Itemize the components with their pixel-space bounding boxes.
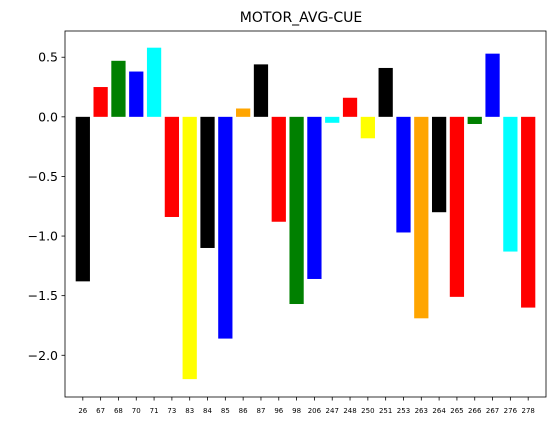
bar-87 xyxy=(253,64,269,117)
bars-group xyxy=(75,47,536,380)
bar-266 xyxy=(467,116,482,124)
y-tick-label: 0.0 xyxy=(38,109,58,124)
x-tick-label: 26 xyxy=(78,407,87,415)
x-tick-label: 266 xyxy=(468,407,482,415)
bar-73 xyxy=(164,116,180,217)
bar-251 xyxy=(378,67,393,117)
bar-206 xyxy=(307,116,322,279)
x-tick-label: 83 xyxy=(185,407,194,415)
x-tick-label: 250 xyxy=(361,407,374,415)
y-tick-label: −2.0 xyxy=(28,348,58,363)
x-tick-label: 253 xyxy=(397,407,410,415)
bar-265 xyxy=(449,116,465,297)
x-tick-label: 278 xyxy=(521,407,534,415)
y-tick-label: 0.5 xyxy=(38,50,58,65)
x-tick-label: 96 xyxy=(274,407,283,415)
bar-98 xyxy=(289,116,304,305)
x-tick-label: 67 xyxy=(96,407,105,415)
x-tick-label: 267 xyxy=(486,407,499,415)
y-tick-label: −1.0 xyxy=(28,229,58,244)
bar-278 xyxy=(521,116,536,308)
x-axis-ticks: 26 67 68 70 71 73 83 84 85 86 87 96 98 206 247 248 250 25… xyxy=(78,397,535,415)
x-tick-label: 68 xyxy=(114,407,123,415)
x-tick-label: 251 xyxy=(379,407,392,415)
x-tick-label: 263 xyxy=(415,407,428,415)
plot-frame xyxy=(64,30,547,398)
x-tick-label: 247 xyxy=(326,407,339,415)
x-tick-label: 70 xyxy=(132,407,141,415)
chart-title: MOTOR_AVG-CUE xyxy=(240,10,362,26)
bar-263 xyxy=(414,116,429,319)
x-tick-label: 264 xyxy=(432,407,446,415)
bar-26 xyxy=(75,116,90,282)
x-tick-label: 86 xyxy=(239,407,248,415)
x-tick-label: 98 xyxy=(292,407,301,415)
x-tick-label: 73 xyxy=(167,407,176,415)
bar-70 xyxy=(129,71,144,117)
x-tick-label: 84 xyxy=(203,407,212,415)
y-tick-label: −1.5 xyxy=(28,288,58,303)
bar-85 xyxy=(218,116,233,339)
bar-86 xyxy=(236,108,251,117)
bar-84 xyxy=(200,116,215,248)
bar-276 xyxy=(503,116,518,252)
bar-250 xyxy=(360,116,375,139)
bar-67 xyxy=(93,87,108,117)
bar-267 xyxy=(485,53,500,117)
bar-83 xyxy=(182,116,197,380)
bar-253 xyxy=(396,116,411,233)
y-tick-label: −0.5 xyxy=(28,169,58,184)
x-tick-label: 265 xyxy=(450,407,463,415)
x-tick-label: 276 xyxy=(504,407,518,415)
bar-247 xyxy=(325,116,340,123)
bar-248 xyxy=(342,97,358,117)
bar-264 xyxy=(431,116,447,213)
bar-71 xyxy=(146,47,162,117)
bar-96 xyxy=(271,116,286,222)
y-axis-ticks: −2.0 −1.5 −1.0 −0.5 0.0 0.5 xyxy=(28,50,65,363)
bar-68 xyxy=(111,60,126,117)
x-tick-label: 71 xyxy=(150,407,159,415)
x-tick-label: 206 xyxy=(308,407,322,415)
x-tick-label: 248 xyxy=(343,407,356,415)
x-tick-label: 87 xyxy=(257,407,266,415)
x-tick-label: 85 xyxy=(221,407,230,415)
